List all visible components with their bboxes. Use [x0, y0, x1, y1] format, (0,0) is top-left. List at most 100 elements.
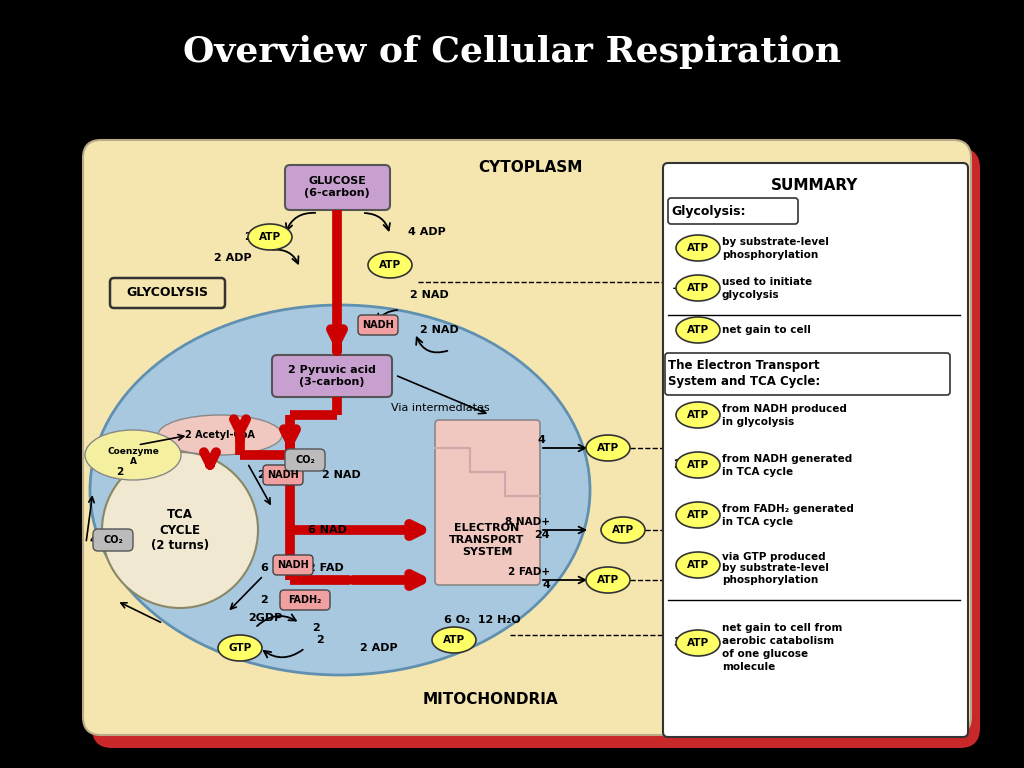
FancyBboxPatch shape [92, 148, 980, 748]
Text: 8 NAD+: 8 NAD+ [505, 517, 550, 527]
Text: −2: −2 [672, 282, 690, 294]
Text: ATP: ATP [259, 232, 281, 242]
Text: NADH: NADH [362, 320, 394, 330]
Ellipse shape [676, 317, 720, 343]
Ellipse shape [218, 635, 262, 661]
Ellipse shape [676, 452, 720, 478]
Text: TCA
CYCLE
(2 turns): TCA CYCLE (2 turns) [151, 508, 209, 551]
FancyBboxPatch shape [668, 198, 798, 224]
Text: ATP: ATP [443, 635, 465, 645]
Text: 2: 2 [368, 320, 375, 330]
FancyBboxPatch shape [358, 315, 398, 335]
Text: net gain to cell: net gain to cell [722, 325, 811, 335]
Text: 4: 4 [682, 508, 690, 521]
Text: 24: 24 [674, 458, 690, 472]
FancyBboxPatch shape [663, 163, 968, 737]
FancyBboxPatch shape [93, 529, 133, 551]
Text: from NADH generated: from NADH generated [722, 454, 852, 464]
Ellipse shape [676, 630, 720, 656]
Text: ATP: ATP [687, 243, 709, 253]
Text: 6 NAD: 6 NAD [308, 525, 347, 535]
Text: ATP: ATP [687, 410, 709, 420]
Text: GLYCOLYSIS: GLYCOLYSIS [126, 286, 208, 300]
Text: ATP: ATP [597, 575, 620, 585]
Text: phosphorylation: phosphorylation [722, 250, 818, 260]
Text: Via intermediates: Via intermediates [391, 403, 489, 413]
Ellipse shape [676, 502, 720, 528]
Text: ATP: ATP [687, 560, 709, 570]
Text: ATP: ATP [379, 260, 401, 270]
Text: ATP: ATP [687, 510, 709, 520]
Text: 4: 4 [542, 580, 550, 590]
Text: GTP: GTP [228, 643, 252, 653]
Text: 2 FAD+: 2 FAD+ [508, 567, 550, 577]
Text: ATP: ATP [687, 325, 709, 335]
Text: aerobic catabolism: aerobic catabolism [722, 636, 835, 646]
Text: phosphorylation: phosphorylation [722, 575, 818, 585]
Text: FADH₂: FADH₂ [289, 595, 322, 605]
Text: 36: 36 [674, 637, 690, 650]
Text: from NADH produced: from NADH produced [722, 404, 847, 414]
Text: CO₂: CO₂ [295, 455, 314, 465]
Ellipse shape [90, 305, 590, 675]
Text: 2 NAD: 2 NAD [322, 470, 360, 480]
Ellipse shape [432, 627, 476, 653]
Text: 2 Acetyl-CoA: 2 Acetyl-CoA [185, 430, 255, 440]
Text: 2: 2 [260, 595, 268, 605]
Ellipse shape [601, 517, 645, 543]
Text: molecule: molecule [722, 662, 775, 672]
Ellipse shape [676, 235, 720, 261]
FancyBboxPatch shape [263, 465, 303, 485]
Text: ELECTRON
TRANSPORT
SYSTEM: ELECTRON TRANSPORT SYSTEM [450, 524, 524, 557]
Ellipse shape [676, 402, 720, 428]
Text: ATP: ATP [597, 443, 620, 453]
FancyBboxPatch shape [110, 278, 225, 308]
Text: 2 FAD: 2 FAD [308, 563, 344, 573]
Text: 4: 4 [89, 535, 97, 545]
Text: 6 O₂  12 H₂O: 6 O₂ 12 H₂O [443, 615, 520, 625]
Text: NADH: NADH [278, 560, 309, 570]
Text: from FADH₂ generated: from FADH₂ generated [722, 504, 854, 514]
Circle shape [102, 452, 258, 608]
FancyBboxPatch shape [435, 420, 540, 585]
Text: ATP: ATP [687, 283, 709, 293]
Text: 4: 4 [538, 435, 545, 445]
Text: 4: 4 [682, 409, 690, 422]
Text: by substrate-level: by substrate-level [722, 563, 828, 573]
Ellipse shape [676, 275, 720, 301]
Text: System and TCA Cycle:: System and TCA Cycle: [668, 376, 820, 389]
Text: 6: 6 [260, 563, 268, 573]
Text: GLUCOSE
(6-carbon): GLUCOSE (6-carbon) [304, 176, 370, 198]
Text: glycolysis: glycolysis [722, 290, 779, 300]
Text: MITOCHONDRIA: MITOCHONDRIA [422, 693, 558, 707]
Text: in glycolysis: in glycolysis [722, 417, 795, 427]
FancyBboxPatch shape [272, 355, 392, 397]
Text: 24: 24 [535, 530, 550, 540]
Text: Overview of Cellular Respiration: Overview of Cellular Respiration [183, 35, 841, 69]
Text: The Electron Transport: The Electron Transport [668, 359, 819, 372]
Ellipse shape [158, 415, 282, 455]
Text: Glycolysis:: Glycolysis: [671, 204, 745, 217]
Ellipse shape [586, 435, 630, 461]
Text: 2 NAD: 2 NAD [410, 290, 449, 300]
Text: ATP: ATP [612, 525, 634, 535]
Text: 2: 2 [257, 470, 265, 480]
Text: 2: 2 [682, 558, 690, 571]
Ellipse shape [586, 567, 630, 593]
Text: 2: 2 [117, 467, 124, 477]
Ellipse shape [248, 224, 292, 250]
Text: ATP: ATP [687, 638, 709, 648]
Text: NADH: NADH [267, 470, 299, 480]
Text: 4: 4 [400, 260, 408, 270]
Text: 2: 2 [312, 457, 319, 467]
Text: of one glucose: of one glucose [722, 649, 808, 659]
Text: via GTP produced: via GTP produced [722, 552, 825, 562]
Text: 4: 4 [682, 241, 690, 254]
Text: 2: 2 [682, 323, 690, 336]
FancyBboxPatch shape [83, 140, 971, 735]
Text: 2: 2 [246, 643, 254, 653]
Ellipse shape [368, 252, 412, 278]
Text: Coenzyme: Coenzyme [108, 446, 159, 455]
Text: ATP: ATP [687, 460, 709, 470]
Text: CYTOPLASM: CYTOPLASM [478, 161, 583, 176]
